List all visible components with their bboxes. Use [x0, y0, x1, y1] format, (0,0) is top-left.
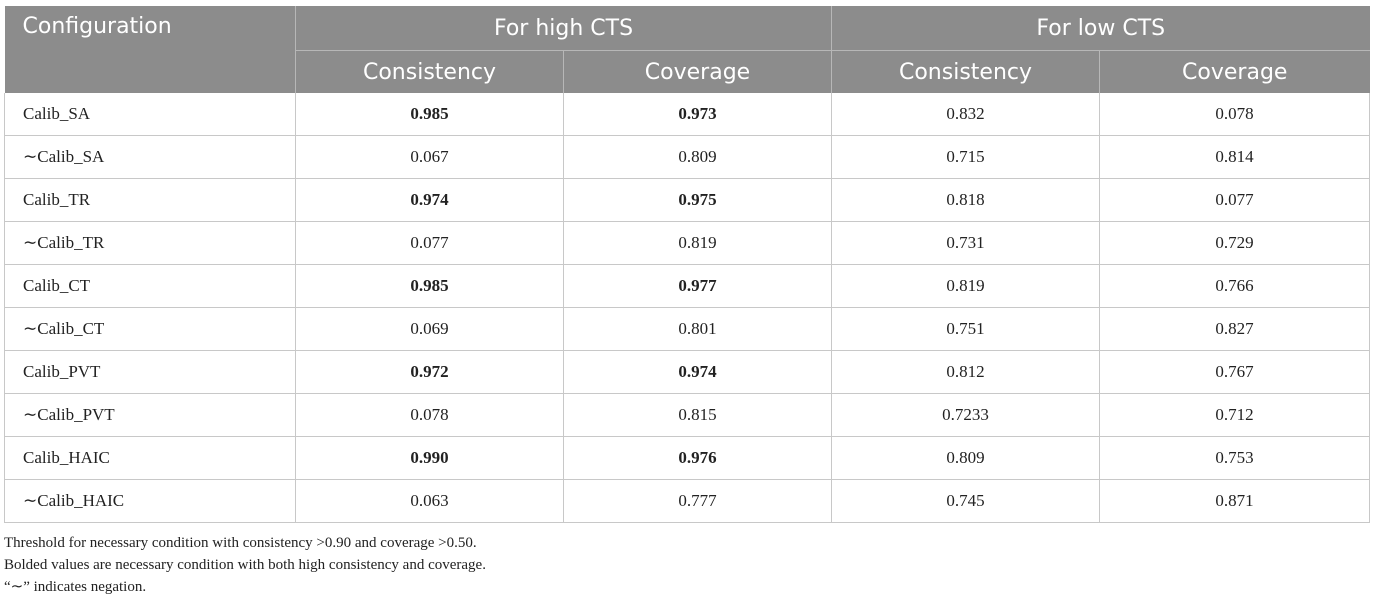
header-high-consistency: Consistency [295, 50, 564, 93]
cell-low-consistency: 0.818 [831, 178, 1100, 222]
cell-low-coverage: 0.814 [1099, 135, 1371, 179]
header-low-coverage: Coverage [1099, 50, 1370, 93]
cell-low-consistency: 0.819 [831, 264, 1100, 308]
note-threshold: Threshold for necessary condition with c… [4, 535, 477, 551]
cell-high-consistency: 0.985 [295, 264, 564, 308]
cell-low-consistency: 0.731 [831, 221, 1100, 265]
cell-high-coverage: 0.973 [563, 93, 832, 136]
table-row: ∼Calib_CT 0.069 0.801 0.751 0.827 [4, 307, 1371, 351]
header-low-consistency: Consistency [831, 50, 1100, 93]
cell-high-consistency: 0.974 [295, 178, 564, 222]
cell-high-coverage: 0.975 [563, 178, 832, 222]
results-table: Configuration For high CTS For low CTS C… [4, 6, 1371, 523]
cell-high-consistency: 0.985 [295, 93, 564, 136]
cell-high-coverage: 0.777 [563, 479, 832, 523]
cell-configuration: ∼Calib_HAIC [4, 479, 296, 523]
cell-low-coverage: 0.767 [1099, 350, 1371, 394]
cell-high-consistency: 0.972 [295, 350, 564, 394]
header-configuration: Configuration [4, 6, 296, 93]
note-negation: “∼” indicates negation. [4, 579, 147, 595]
cell-configuration: ∼Calib_TR [4, 221, 296, 265]
cell-low-coverage: 0.766 [1099, 264, 1371, 308]
table-row: ∼Calib_TR 0.077 0.819 0.731 0.729 [4, 221, 1371, 265]
cell-low-coverage: 0.753 [1099, 436, 1371, 480]
cell-configuration: Calib_HAIC [4, 436, 296, 480]
header-group-low-cts: For low CTS [831, 6, 1370, 51]
cell-configuration: ∼Calib_PVT [4, 393, 296, 437]
table-row: Calib_PVT 0.972 0.974 0.812 0.767 [4, 350, 1371, 394]
cell-configuration: Calib_SA [4, 93, 296, 136]
cell-high-coverage: 0.801 [563, 307, 832, 351]
cell-configuration: Calib_TR [4, 178, 296, 222]
table-row: ∼Calib_SA 0.067 0.809 0.715 0.814 [4, 135, 1371, 179]
cell-high-consistency: 0.067 [295, 135, 564, 179]
cell-high-consistency: 0.077 [295, 221, 564, 265]
cell-high-coverage: 0.976 [563, 436, 832, 480]
table-notes: Threshold for necessary condition with c… [4, 532, 486, 598]
cell-low-coverage: 0.729 [1099, 221, 1371, 265]
cell-high-coverage: 0.974 [563, 350, 832, 394]
cell-high-coverage: 0.815 [563, 393, 832, 437]
cell-low-consistency: 0.812 [831, 350, 1100, 394]
header-high-coverage: Coverage [563, 50, 832, 93]
cell-configuration: Calib_PVT [4, 350, 296, 394]
table-body: Calib_SA 0.985 0.973 0.832 0.078 ∼Calib_SA 0.0… [4, 93, 1371, 523]
cell-low-coverage: 0.712 [1099, 393, 1371, 437]
cell-low-consistency: 0.745 [831, 479, 1100, 523]
table-row: Calib_HAIC 0.990 0.976 0.809 0.753 [4, 436, 1371, 480]
table-row: Calib_SA 0.985 0.973 0.832 0.078 [4, 93, 1371, 136]
cell-low-coverage: 0.077 [1099, 178, 1371, 222]
cell-low-coverage: 0.827 [1099, 307, 1371, 351]
results-table-container: Configuration For high CTS For low CTS C… [4, 6, 1371, 523]
table-header: Configuration For high CTS For low CTS C… [4, 6, 1370, 93]
note-bolded: Bolded values are necessary condition wi… [4, 557, 486, 573]
cell-configuration: ∼Calib_CT [4, 307, 296, 351]
table-row: Calib_CT 0.985 0.977 0.819 0.766 [4, 264, 1371, 308]
cell-low-consistency: 0.715 [831, 135, 1100, 179]
cell-low-consistency: 0.751 [831, 307, 1100, 351]
cell-high-consistency: 0.078 [295, 393, 564, 437]
cell-low-consistency: 0.7233 [831, 393, 1100, 437]
header-group-high-cts: For high CTS [295, 6, 832, 51]
table-row: ∼Calib_PVT 0.078 0.815 0.7233 0.712 [4, 393, 1371, 437]
cell-configuration: ∼Calib_SA [4, 135, 296, 179]
cell-low-coverage: 0.078 [1099, 93, 1371, 136]
table-row: Calib_TR 0.974 0.975 0.818 0.077 [4, 178, 1371, 222]
cell-high-coverage: 0.819 [563, 221, 832, 265]
cell-configuration: Calib_CT [4, 264, 296, 308]
cell-high-consistency: 0.990 [295, 436, 564, 480]
cell-low-coverage: 0.871 [1099, 479, 1371, 523]
cell-low-consistency: 0.809 [831, 436, 1100, 480]
table-row: ∼Calib_HAIC 0.063 0.777 0.745 0.871 [4, 479, 1371, 523]
cell-low-consistency: 0.832 [831, 93, 1100, 136]
cell-high-coverage: 0.809 [563, 135, 832, 179]
cell-high-consistency: 0.063 [295, 479, 564, 523]
cell-high-coverage: 0.977 [563, 264, 832, 308]
cell-high-consistency: 0.069 [295, 307, 564, 351]
